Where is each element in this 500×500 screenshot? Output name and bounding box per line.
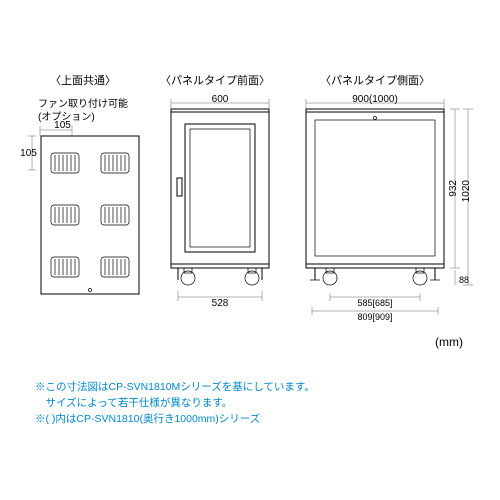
front-dims — [165, 95, 280, 305]
title-side: 〈パネルタイプ側面〉 — [320, 72, 430, 88]
dim-top-h: 105 — [16, 148, 41, 159]
side-dims — [300, 95, 480, 320]
note-1: ※この寸法図はCP-SVN1810Mシリーズを基にしています。 — [35, 380, 315, 396]
dim-side-base1: 585[685] — [345, 298, 405, 308]
diagram-canvas: 〈上面共通〉 〈パネルタイプ前面〉 〈パネルタイプ側面〉 ファン取り付け可能 (… — [0, 0, 500, 500]
dim-front-base: 528 — [205, 298, 235, 309]
dim-side-h-outer: 1020 — [461, 180, 481, 202]
dim-side-base2: 809[909] — [345, 312, 405, 322]
dim-side-foot: 88 — [454, 275, 474, 285]
note-2: サイズによって若干仕様が異なります。 — [35, 396, 232, 412]
dim-side-w: 900(1000) — [340, 94, 410, 105]
note-3: ※( )内はCP-SVN1810(奥行き1000mm)シリーズ — [35, 412, 260, 428]
dim-top-w: 105 — [50, 120, 75, 131]
title-top: 〈上面共通〉 — [50, 72, 116, 88]
dim-front-w: 600 — [205, 94, 235, 105]
unit-label: (mm) — [435, 335, 463, 349]
title-front: 〈パネルタイプ前面〉 — [160, 72, 270, 88]
top-dims — [20, 118, 150, 308]
